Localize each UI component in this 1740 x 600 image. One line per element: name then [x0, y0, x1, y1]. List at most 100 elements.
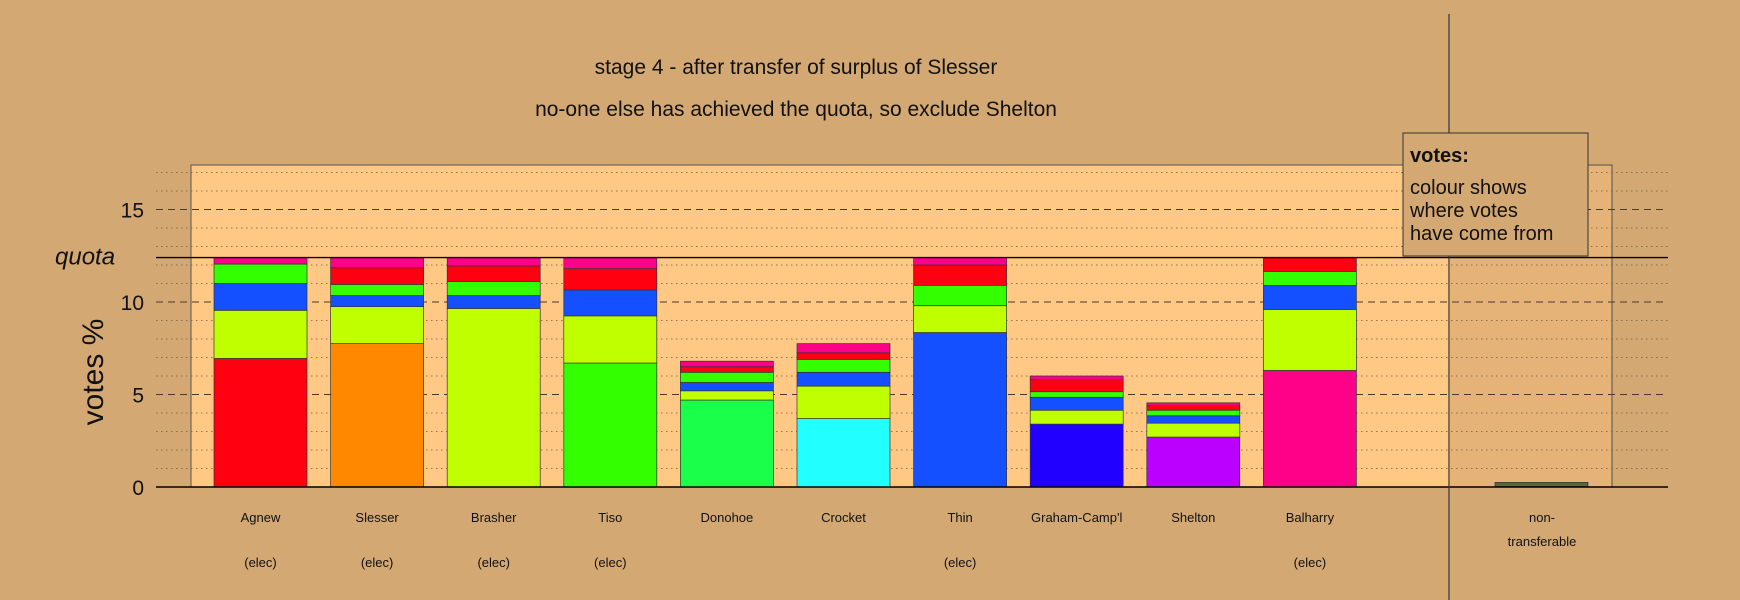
- bar-segment: [330, 284, 424, 296]
- bar-Crocket: [796, 343, 891, 488]
- plot-panel: [190, 164, 1613, 488]
- y-axis-label: votes %: [77, 319, 110, 426]
- bar-segment: [1263, 370, 1357, 488]
- bar-segment: [330, 257, 424, 269]
- bar-segment: [213, 283, 308, 311]
- bar-segment: [913, 257, 1007, 266]
- bar-segment: [1146, 422, 1241, 438]
- bar-segment: [1263, 257, 1357, 272]
- bar-segment: [563, 289, 658, 317]
- bars-group: Agnew (elec) Slesser (elec) Brasher (elec) Tis…: [213, 257, 1357, 570]
- legend-line-1: colour shows: [1410, 177, 1527, 199]
- bar-segment: [1146, 436, 1241, 488]
- bar-segment: [563, 362, 658, 488]
- bar-segment: [446, 265, 541, 282]
- x-category-label: Graham-Camp'l: [1031, 510, 1122, 525]
- bar-segment: [913, 305, 1007, 333]
- bar-segment: [680, 366, 774, 373]
- bar-segment: [446, 295, 541, 309]
- bar-segment: [330, 267, 424, 285]
- bar-segment: [1146, 405, 1241, 411]
- bar-segment: [213, 257, 308, 265]
- chart-title: stage 4 - after transfer of surplus of S…: [595, 56, 998, 79]
- bar-segment: [213, 263, 308, 284]
- y-tick-label: 5: [132, 385, 144, 408]
- bar-segment: [563, 315, 658, 364]
- bar-segment: [1146, 415, 1241, 424]
- legend-background: [1402, 132, 1589, 257]
- bar-segment: [213, 358, 308, 488]
- bar-segment: [680, 399, 774, 488]
- bar-segment: [1263, 271, 1357, 286]
- x-category-label: Agnew: [241, 510, 281, 525]
- x-category-label: Tiso: [598, 510, 622, 525]
- bar-segment: [563, 268, 658, 291]
- legend-line-3: have come from: [1410, 223, 1553, 245]
- bar-segment: [913, 285, 1007, 307]
- x-category-label: Brasher: [471, 510, 517, 525]
- y-tick-label: 10: [121, 292, 144, 315]
- elected-status-label: (elec): [477, 555, 510, 570]
- x-category-label: Thin: [947, 510, 972, 525]
- bar-segment: [796, 371, 891, 387]
- x-category-label: Crocket: [821, 510, 866, 525]
- bar-segment: [913, 264, 1007, 286]
- non-transferable-label-line-2: transferable: [1508, 534, 1577, 549]
- bar-segment: [330, 306, 424, 344]
- bar-segment: [796, 343, 891, 354]
- elected-status-label: (elec): [244, 555, 277, 570]
- bar-segment: [1146, 409, 1241, 417]
- bar-segment: [446, 257, 541, 267]
- bar-segment: [1146, 402, 1241, 406]
- legend-title: votes:: [1410, 145, 1469, 167]
- x-category-label: Balharry: [1286, 510, 1335, 525]
- bar-segment: [1029, 391, 1124, 398]
- bar-segment: [1029, 409, 1124, 425]
- bar-segment: [330, 343, 424, 488]
- elected-status-label: (elec): [944, 555, 977, 570]
- bar-segment: [913, 332, 1007, 488]
- x-category-label: Donohoe: [701, 510, 754, 525]
- x-category-label: Shelton: [1171, 510, 1215, 525]
- bar-segment: [680, 371, 774, 383]
- bar-segment: [1029, 379, 1124, 393]
- elected-status-label: (elec): [361, 555, 394, 570]
- bar-segment: [1263, 285, 1357, 310]
- bar-segment: [213, 309, 308, 359]
- bar-Donohoe: [680, 360, 774, 488]
- y-tick-label: 15: [121, 200, 144, 223]
- bar-segment: [796, 352, 891, 360]
- y-tick-label: 0: [132, 477, 144, 500]
- chart-subtitle: no-one else has achieved the quota, so e…: [535, 98, 1057, 121]
- bar-Brasher: [446, 257, 541, 488]
- bar-Graham-Camp'l: [1029, 375, 1124, 488]
- bar-Agnew: [213, 257, 308, 488]
- bar-segment: [796, 418, 891, 488]
- legend-box: votes: colour shows where votes have com…: [1402, 132, 1589, 257]
- elected-status-label: (elec): [1294, 555, 1327, 570]
- bar-segment: [1029, 396, 1124, 411]
- bar-segment: [1029, 375, 1124, 381]
- bar-segment: [796, 359, 891, 373]
- bar-Thin: [913, 257, 1007, 488]
- legend-line-2: where votes: [1409, 200, 1518, 222]
- non-transferable-label-line-1: non-: [1529, 510, 1555, 525]
- quota-label: quota: [55, 244, 115, 271]
- y-tick-labels: 0 5 10 15: [121, 200, 144, 501]
- bar-segment: [680, 390, 774, 401]
- x-category-label: Slesser: [355, 510, 399, 525]
- bar-segment: [796, 385, 891, 419]
- elected-status-label: (elec): [594, 555, 627, 570]
- bar-Tiso: [563, 257, 658, 488]
- bar-segment: [563, 257, 658, 270]
- bar-segment: [680, 360, 774, 368]
- bar-segment: [1029, 423, 1124, 488]
- bar-segment: [1263, 309, 1357, 371]
- bar-segment: [330, 295, 424, 307]
- bar-segment: [446, 281, 541, 296]
- bar-Shelton: [1146, 402, 1241, 488]
- bar-segment: [446, 308, 541, 488]
- bar-Balharry: [1263, 257, 1357, 488]
- bar-segment: [680, 382, 774, 392]
